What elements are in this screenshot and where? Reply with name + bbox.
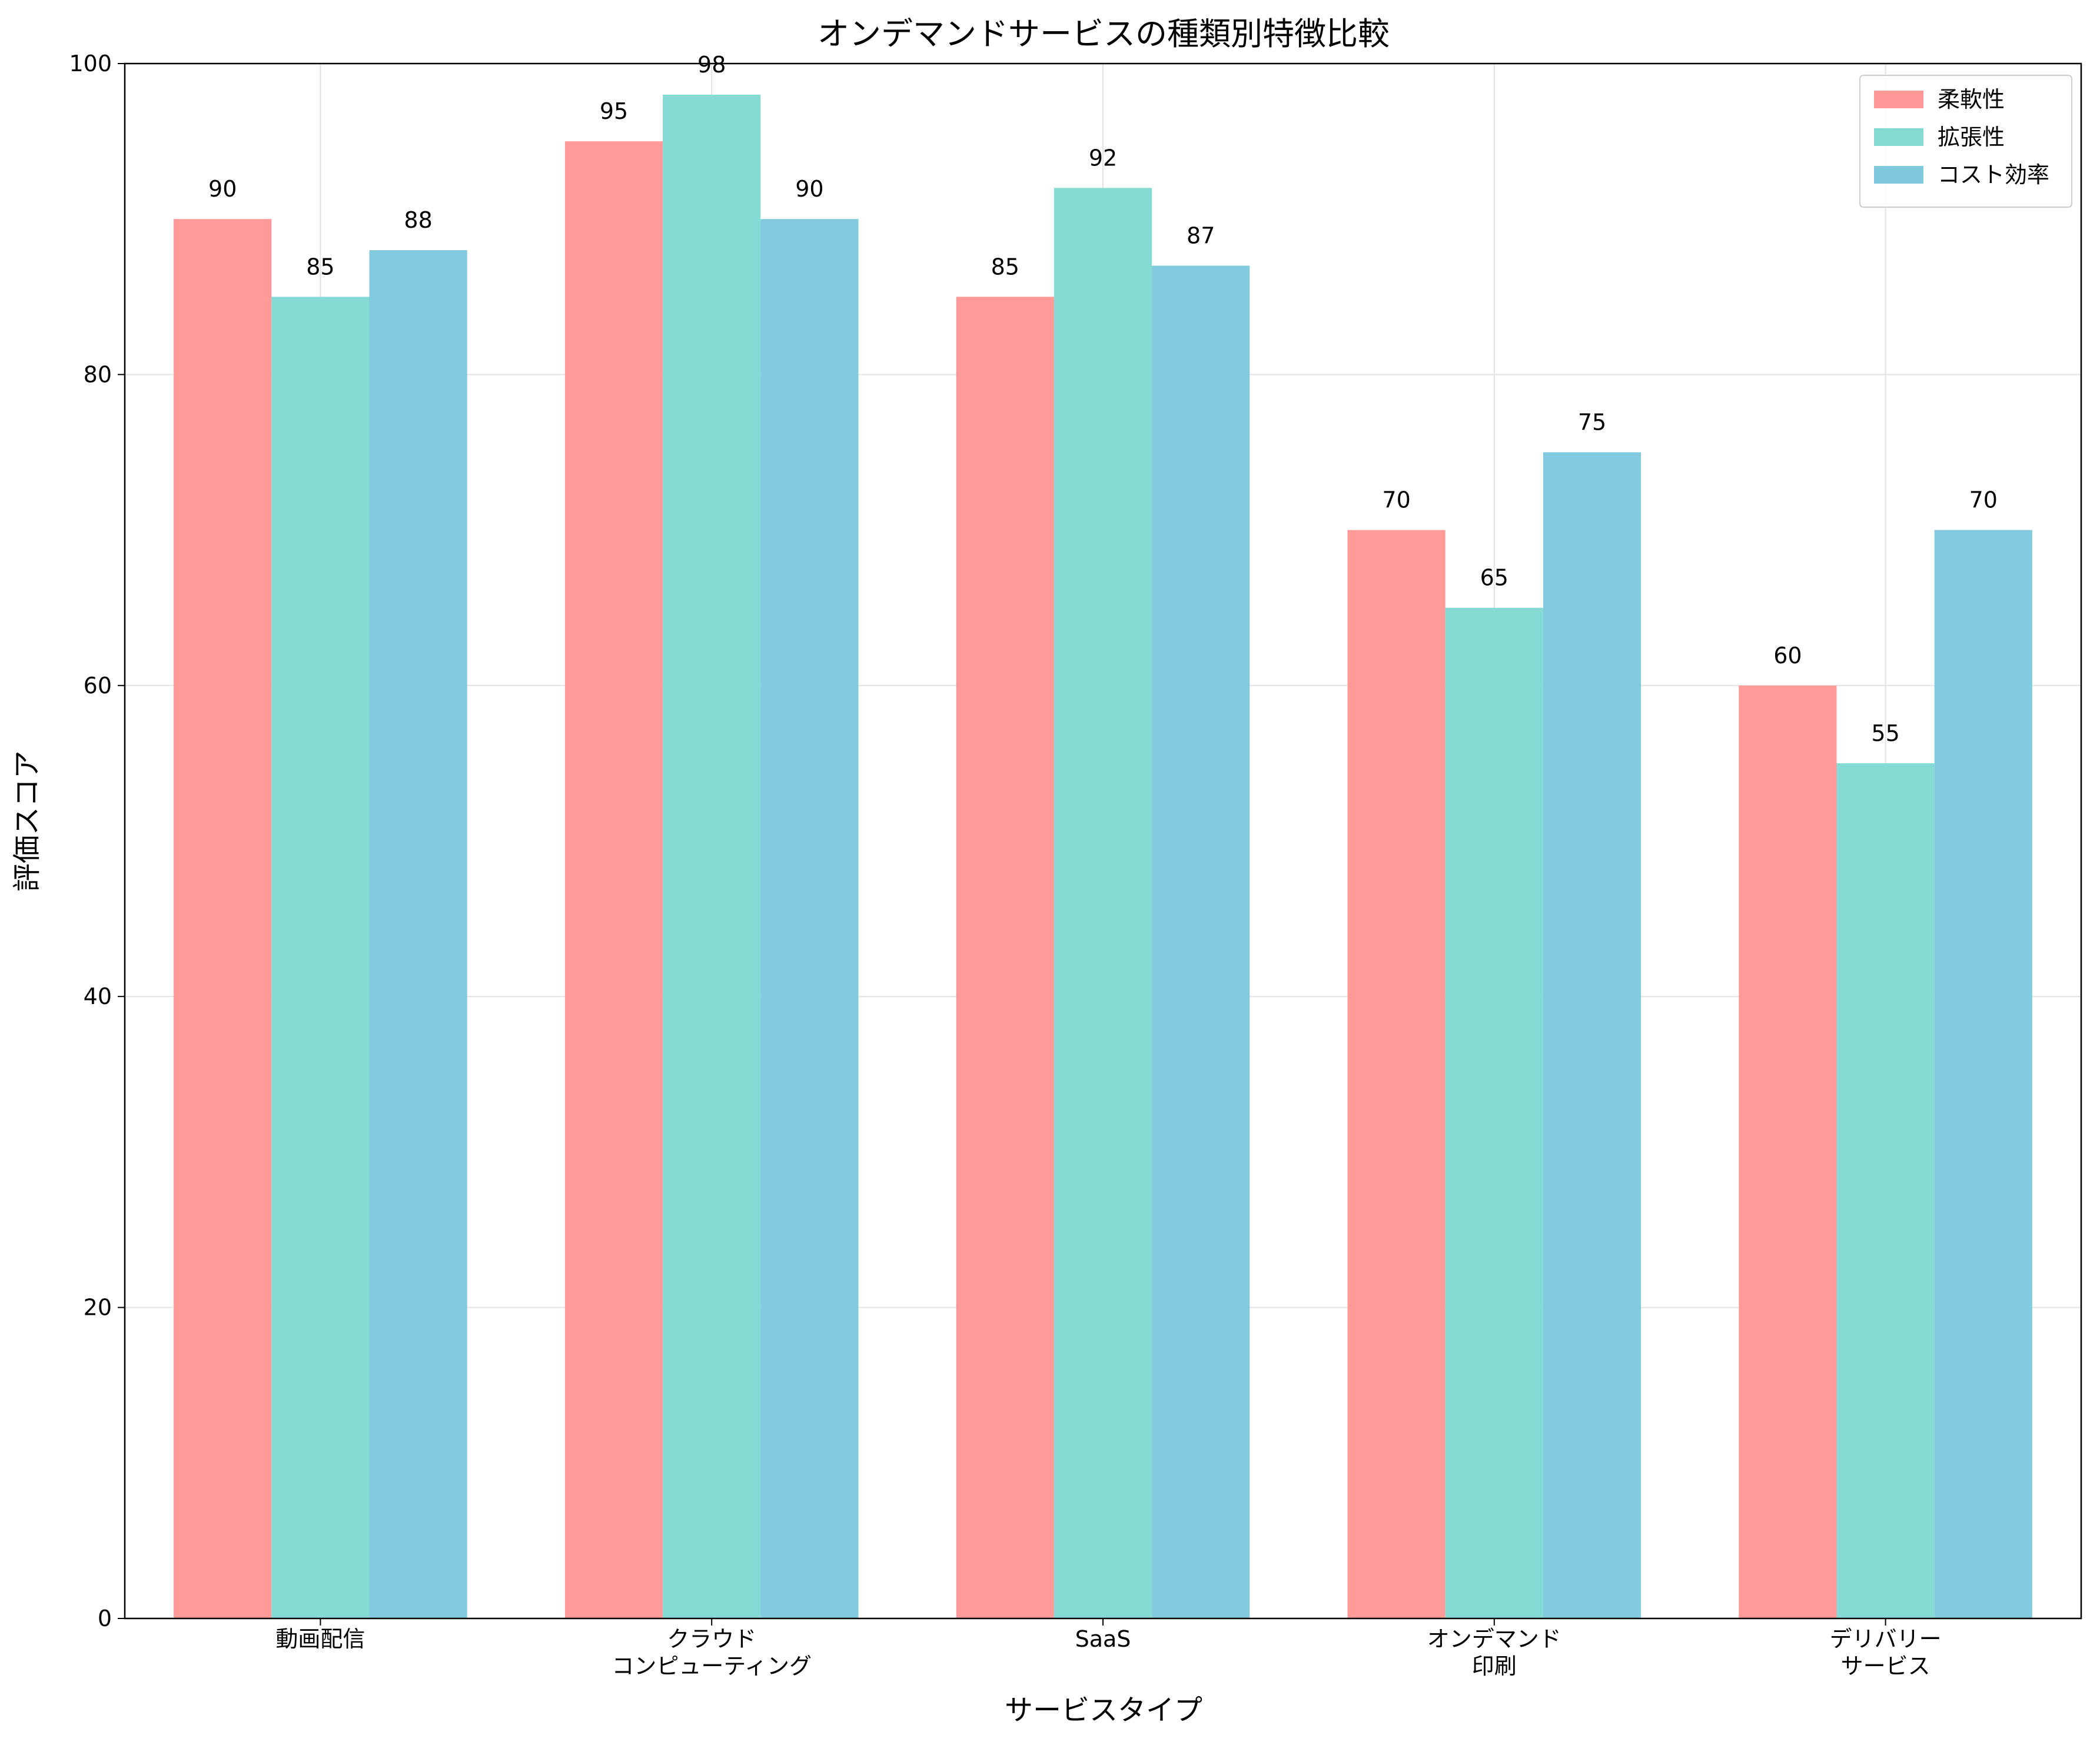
chart-title: オンデマンドサービスの種類別特徴比較	[818, 15, 1390, 52]
legend-label: コスト効率	[1938, 162, 2049, 188]
bar	[956, 297, 1054, 1618]
bar	[1445, 607, 1543, 1618]
y-tick-label: 20	[84, 1295, 112, 1321]
plot-frame	[124, 62, 2082, 1620]
bar-value-label: 87	[1187, 222, 1215, 248]
bar-value-label: 70	[1382, 487, 1410, 513]
bar	[174, 219, 272, 1619]
bar	[369, 250, 467, 1618]
x-axis-label: サービスタイプ	[1005, 1694, 1202, 1727]
y-tick-label: 0	[98, 1606, 112, 1631]
bar-value-label: 60	[1773, 643, 1802, 669]
bar-value-label: 70	[1969, 487, 1998, 513]
bar-value-label: 85	[306, 254, 334, 280]
bars	[174, 94, 2032, 1619]
bar-value-label: 92	[1089, 145, 1117, 171]
legend-label: 柔軟性	[1938, 87, 2005, 112]
x-tick-label: 印刷	[1472, 1653, 1517, 1679]
y-tick-label: 40	[84, 983, 112, 1009]
legend-swatch	[1874, 166, 1923, 184]
y-tick-label: 60	[84, 673, 112, 699]
bar-value-label: 90	[208, 176, 237, 202]
bar	[1739, 685, 1837, 1618]
bar	[1836, 763, 1935, 1618]
y-axis-label: 評価スコア	[11, 750, 44, 892]
legend-swatch	[1874, 128, 1923, 146]
data-labels: 90 95 85 70 60 85 98 92 65 55 88 90 87 75 70	[208, 52, 1998, 746]
bar	[1934, 530, 2032, 1618]
x-tick-label: サービス	[1841, 1653, 1930, 1679]
bar	[271, 297, 370, 1618]
x-tick-label: クラウド	[667, 1626, 756, 1652]
y-tick-label: 100	[69, 51, 112, 77]
x-tick-label: SaaS	[1075, 1626, 1131, 1652]
bar-value-label: 65	[1480, 565, 1508, 591]
legend-swatch	[1874, 91, 1923, 108]
bar-value-label: 75	[1578, 410, 1606, 436]
bar-value-label: 98	[697, 52, 726, 78]
bar	[760, 219, 859, 1619]
x-tick-label: オンデマンド	[1427, 1626, 1561, 1652]
bar	[663, 94, 761, 1618]
bar	[564, 141, 663, 1618]
bar-value-label: 55	[1871, 720, 1899, 746]
bar-value-label: 90	[795, 176, 823, 202]
legend-label: 拡張性	[1938, 124, 2005, 150]
x-tick-label: 動画配信	[275, 1626, 365, 1652]
bar	[1347, 530, 1446, 1618]
bar	[1054, 188, 1152, 1619]
x-tick-label: コンピューティング	[612, 1653, 812, 1679]
bar-value-label: 88	[404, 207, 432, 233]
y-tick-label: 80	[84, 361, 112, 387]
bar	[1152, 265, 1250, 1619]
bar-value-label: 95	[600, 98, 628, 124]
bar-value-label: 85	[991, 254, 1019, 280]
bar	[1543, 452, 1642, 1618]
x-tick-label: デリバリー	[1830, 1626, 1942, 1652]
